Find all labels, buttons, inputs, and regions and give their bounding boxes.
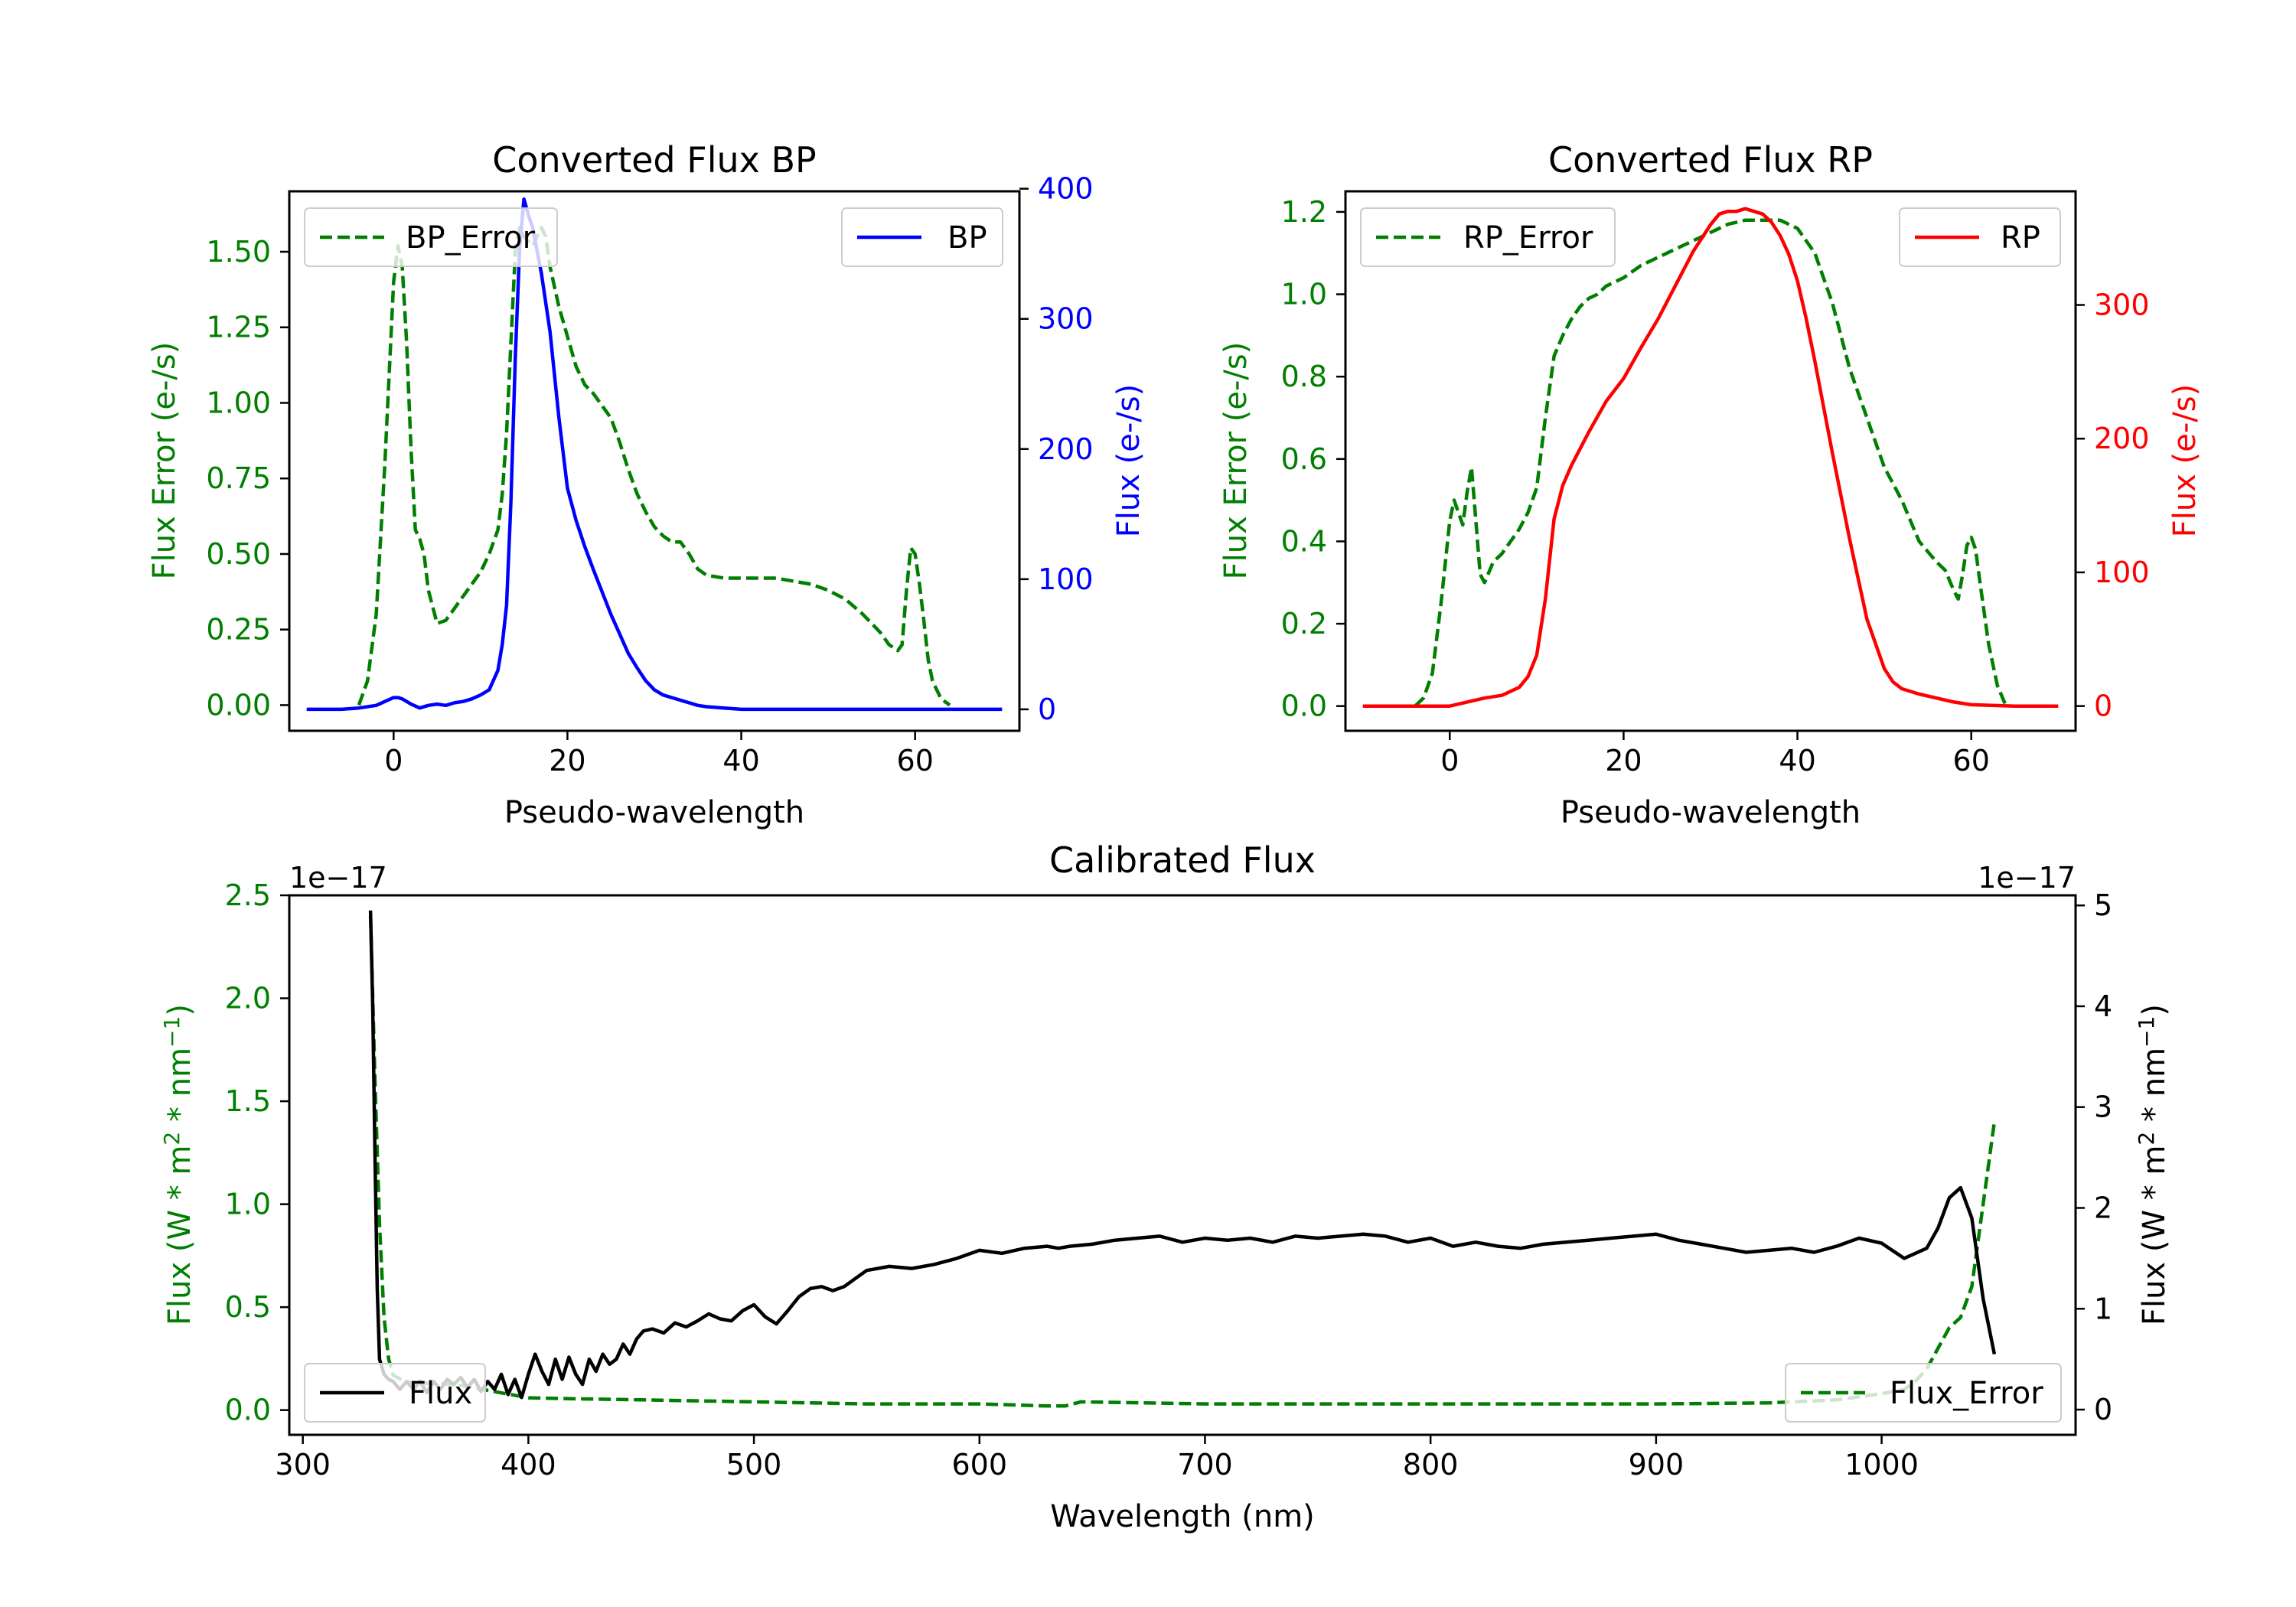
offset-text-right: 1e−17 [1978, 861, 2076, 895]
plot-frame [288, 894, 2077, 1436]
plot-frame [288, 190, 1021, 732]
y-axis-label-right: Flux (e-/s) [2167, 384, 2203, 537]
y-tick-label-left: 1.25 [206, 311, 271, 344]
y-tick-label-left: 1.5 [225, 1084, 271, 1118]
y-axis-label-right: Flux (W * m2 * nm−1) [2134, 1004, 2172, 1325]
legend-rp: RP [1899, 207, 2061, 267]
y-tick-label-left: 1.0 [225, 1188, 271, 1221]
y-tick-label-right: 2 [2094, 1191, 2112, 1225]
y-tick-label-right: 100 [1038, 562, 1094, 596]
series-line-rp [1362, 207, 2059, 708]
y-tick-label-left: 0.25 [206, 613, 271, 647]
y-tick-label-left: 1.0 [1281, 278, 1327, 311]
y-tick-label-left: 1.00 [206, 386, 271, 419]
x-tick-label: 700 [1177, 1448, 1233, 1482]
panel-converted-flux-bp: Converted Flux BP 0 20 40 60 0.00 0.25 0.50 0.7… [147, 139, 1146, 830]
legend-bp: BP [841, 207, 1003, 267]
y-tick-label-right: 0 [2094, 689, 2112, 723]
chart-title: Calibrated Flux [1049, 839, 1316, 881]
x-tick-label: 500 [726, 1448, 782, 1482]
y-tick-label-right: 3 [2094, 1090, 2112, 1124]
y-axis-label-left: Flux (W * m2 * nm−1) [159, 1004, 197, 1325]
y-tick-label-right: 4 [2094, 989, 2112, 1023]
x-axis-label: Pseudo-wavelength [1561, 795, 1861, 830]
series-line-flux [368, 910, 1997, 1400]
x-tick-label: 900 [1629, 1448, 1684, 1482]
legend-rp-error: RP_Error [1360, 207, 1616, 267]
y-axis-label-right: Flux (e-/s) [1111, 384, 1146, 537]
y-tick-label-left: 0.50 [206, 537, 271, 571]
legend-label-rp-error: RP_Error [1463, 220, 1593, 256]
x-tick-label: 800 [1403, 1448, 1459, 1482]
y-axis-label-left: Flux Error (e-/s) [1218, 342, 1254, 580]
series-line-bp-error [357, 226, 951, 707]
legend-label-flux: Flux [409, 1376, 472, 1411]
chart-title: Converted Flux RP [1548, 139, 1873, 181]
y-tick-label-right: 100 [2094, 556, 2150, 589]
y-tick-label-right: 5 [2094, 888, 2112, 922]
x-tick-label: 40 [722, 744, 759, 777]
y-tick-label-left: 0.00 [206, 688, 271, 722]
panel-calibrated-flux: Calibrated Flux 300 400 500 600 700 800 900 100… [159, 839, 2172, 1534]
y-tick-label-right: 200 [2094, 422, 2150, 455]
y-tick-label-right: 0 [1038, 693, 1056, 726]
y-tick-label-left: 2.0 [225, 982, 271, 1015]
x-tick-label: 300 [275, 1448, 331, 1482]
legend-bp-error: BP_Error [304, 207, 558, 267]
series-line-flux-error [368, 915, 1997, 1408]
x-tick-label: 20 [1605, 744, 1642, 777]
x-tick-label: 1000 [1844, 1448, 1919, 1482]
y-tick-label-left: 0.0 [225, 1393, 271, 1427]
legend-flux-error: Flux_Error [1785, 1363, 2062, 1423]
series-line-rp-error [1414, 218, 2008, 708]
y-tick-label-left: 0.5 [225, 1290, 271, 1324]
x-tick-label: 20 [549, 744, 585, 777]
chart-title: Converted Flux BP [492, 139, 817, 181]
x-axis-label: Pseudo-wavelength [504, 795, 804, 830]
y-tick-label-right: 200 [1038, 432, 1094, 466]
x-tick-label: 400 [501, 1448, 556, 1482]
y-tick-label-left: 1.2 [1281, 195, 1327, 229]
y-tick-label-right: 0 [2094, 1393, 2112, 1426]
legend-flux: Flux [304, 1363, 486, 1423]
y-tick-label-left: 0.4 [1281, 524, 1327, 558]
legend-label-rp: RP [2001, 220, 2040, 256]
x-tick-label: 0 [1440, 744, 1459, 777]
y-tick-label-right: 400 [1038, 172, 1094, 206]
offset-text-left: 1e−17 [289, 861, 387, 895]
y-tick-label-left: 0.0 [1281, 689, 1327, 723]
y-tick-label-right: 300 [2094, 288, 2150, 322]
legend-label-bp: BP [947, 220, 987, 256]
x-tick-label: 60 [1953, 744, 1990, 777]
y-tick-label-left: 0.2 [1281, 607, 1327, 641]
legend-label-flux-error: Flux_Error [1890, 1376, 2043, 1411]
x-tick-label: 0 [384, 744, 403, 777]
x-tick-label: 40 [1779, 744, 1815, 777]
y-tick-label-right: 300 [1038, 302, 1094, 336]
x-axis-label: Wavelength (nm) [1050, 1499, 1315, 1534]
x-tick-label: 60 [897, 744, 934, 777]
y-tick-label-left: 0.75 [206, 461, 271, 495]
y-tick-label-left: 0.6 [1281, 442, 1327, 476]
y-axis-label-left: Flux Error (e-/s) [147, 342, 182, 580]
x-tick-label: 600 [952, 1448, 1008, 1482]
y-tick-label-left: 0.8 [1281, 360, 1327, 393]
plot-frame [1344, 190, 2077, 732]
y-tick-label-left: 2.5 [225, 878, 271, 912]
y-tick-label-left: 1.50 [206, 235, 271, 269]
legend-label-bp-error: BP_Error [406, 220, 536, 256]
y-tick-label-right: 1 [2094, 1292, 2112, 1325]
panel-converted-flux-rp: Converted Flux RP 0 20 40 60 0.0 0.2 0.4 0.6 0.8… [1218, 139, 2203, 830]
